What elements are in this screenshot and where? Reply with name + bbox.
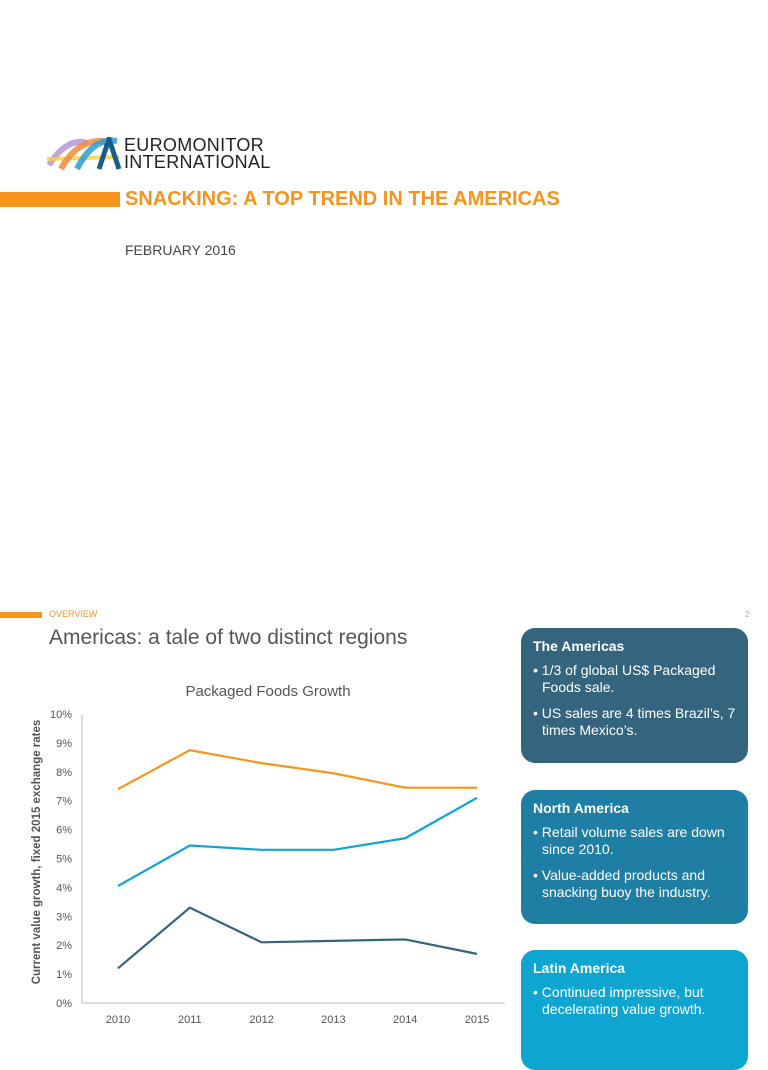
x-tick-label: 2014 — [393, 1014, 417, 1024]
page-number: 2 — [745, 610, 750, 619]
y-tick-label: 7% — [56, 796, 72, 808]
cover-date: FEBRUARY 2016 — [125, 242, 236, 258]
y-tick-label: 4% — [56, 882, 72, 894]
title-accent-bar — [0, 192, 120, 207]
section-accent-bar — [0, 612, 42, 618]
bullet: Continued impressive, but decelerating v… — [533, 984, 736, 1018]
bullet: US sales are 4 times Brazil’s, 7 times M… — [533, 705, 736, 739]
y-tick-label: 2% — [56, 940, 72, 952]
logo-line-2: INTERNATIONAL — [124, 152, 271, 172]
x-tick-label: 2015 — [465, 1014, 489, 1024]
series-line-1 — [117, 748, 477, 791]
series-line-3 — [117, 906, 478, 970]
box-heading: The Americas — [533, 638, 625, 654]
y-tick-label: 9% — [56, 738, 72, 750]
series-line-2 — [117, 796, 478, 887]
y-tick-label: 1% — [56, 969, 72, 981]
bullet: 1/3 of global US$ Packaged Foods sale. — [533, 662, 736, 696]
y-tick-label: 0% — [56, 998, 72, 1010]
y-tick-label: 6% — [56, 825, 72, 837]
x-tick-label: 2011 — [178, 1014, 202, 1024]
box-latin-america: Latin America Continued impressive, but … — [521, 950, 748, 1070]
y-tick-label: 8% — [56, 767, 72, 779]
cover-title: SNACKING: A TOP TREND IN THE AMERICAS — [125, 188, 560, 210]
box-heading: Latin America — [533, 960, 626, 976]
logo-text: EUROMONITOR INTERNATIONAL — [124, 135, 271, 172]
x-tick-label: 2013 — [321, 1014, 345, 1024]
y-tick-label: 3% — [56, 911, 72, 923]
y-tick-label: 5% — [56, 854, 72, 866]
x-tick-label: 2012 — [249, 1014, 273, 1024]
x-tick-label: 2010 — [106, 1014, 130, 1024]
box-heading: North America — [533, 800, 629, 816]
slide-title: Americas: a tale of two distinct regions — [49, 626, 408, 649]
logo-line-1: EUROMONITOR — [124, 135, 264, 155]
growth-chart: Packaged Foods Growth Current value grow… — [31, 683, 505, 1024]
chart-title: Packaged Foods Growth — [185, 683, 350, 700]
section-label: OVERVIEW — [49, 609, 98, 619]
box-north-america: North America Retail volume sales are do… — [521, 790, 748, 924]
y-axis-label: Current value growth, fixed 2015 exchang… — [31, 720, 43, 985]
box-the-americas: The Americas 1/3 of global US$ Packaged … — [521, 628, 748, 763]
bullet: Retail volume sales are down since 2010. — [533, 824, 736, 858]
bullet: Value-added products and snacking buoy t… — [533, 867, 736, 901]
euromonitor-logo — [47, 137, 122, 171]
y-tick-label: 10% — [50, 709, 72, 721]
